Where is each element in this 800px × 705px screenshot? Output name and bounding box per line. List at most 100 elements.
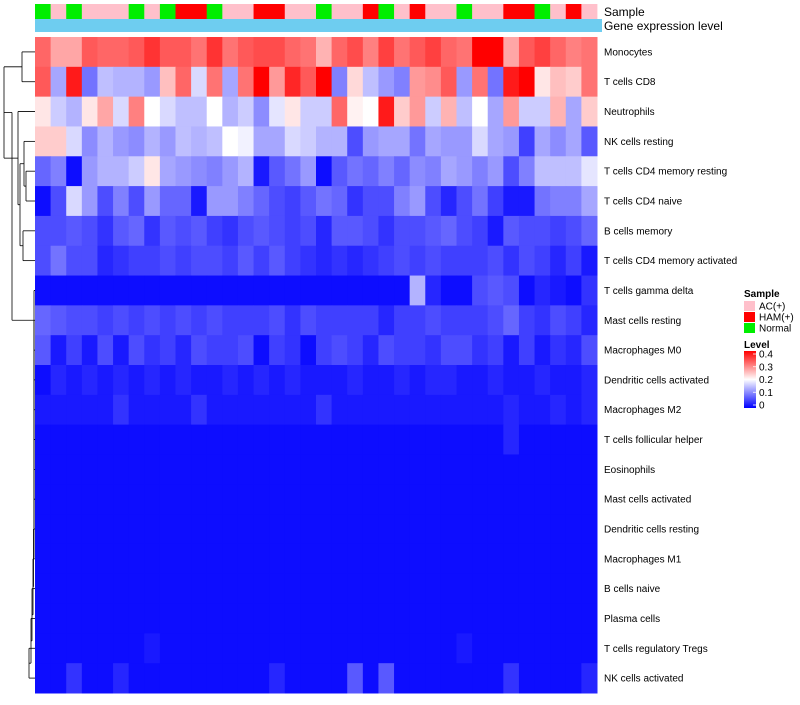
heatmap-cell [472, 394, 489, 426]
heatmap-cell [550, 186, 567, 217]
heatmap-cell [456, 66, 473, 98]
heatmap-cell [362, 365, 379, 396]
heatmap-cell [50, 603, 67, 634]
heatmap-cell [300, 186, 317, 217]
heatmap-cell [300, 543, 317, 575]
heatmap-cell [518, 424, 536, 455]
heatmap-cell [316, 603, 333, 634]
heatmap-cell [394, 394, 411, 426]
heatmap-cell [565, 603, 582, 634]
heatmap-cell [425, 275, 442, 306]
heatmap-cell [347, 275, 364, 306]
heatmap-cell [222, 454, 239, 485]
heatmap-cell [581, 96, 598, 127]
row-label: B cells memory [604, 226, 672, 237]
heatmap-cell [331, 37, 348, 68]
heatmap-cell [565, 573, 582, 605]
heatmap-cell [159, 126, 176, 157]
heatmap-cell [409, 66, 426, 98]
heatmap-cell [581, 126, 598, 157]
heatmap-cell [378, 394, 395, 426]
heatmap-cell [378, 633, 395, 664]
heatmap-cell [222, 126, 239, 157]
heatmap-cell [128, 484, 145, 515]
heatmap-cell [66, 186, 83, 217]
heatmap-cell [487, 37, 504, 68]
heatmap-cell [534, 424, 551, 455]
heatmap-cell [347, 37, 364, 68]
heatmap-cell [440, 126, 457, 157]
heatmap-cell [409, 603, 426, 634]
heatmap-cell [159, 245, 176, 277]
heatmap-cell [440, 186, 457, 217]
heatmap-cell [284, 186, 301, 217]
heatmap-cell [222, 156, 239, 187]
sample-annotation-cell [35, 4, 52, 19]
heatmap-cell [518, 454, 536, 485]
heatmap-cell [503, 305, 520, 336]
row-label: Plasma cells [604, 614, 660, 625]
heatmap-cell [409, 335, 426, 366]
heatmap-cell [300, 573, 317, 605]
heatmap-cell [50, 245, 67, 277]
heatmap-cell [487, 365, 504, 396]
heatmap-cell [66, 215, 83, 247]
heatmap-cell [440, 37, 457, 68]
heatmap-cell [144, 245, 161, 277]
heatmap-cell [331, 335, 348, 366]
heatmap-cell [581, 66, 598, 98]
heatmap-cell [175, 96, 192, 127]
heatmap-cell [253, 126, 270, 157]
heatmap-cell [440, 215, 457, 247]
heatmap-cell [97, 484, 114, 515]
heatmap-cell [237, 633, 255, 664]
heatmap-cell [503, 156, 520, 187]
heatmap-cell [440, 275, 457, 306]
heatmap-cell [518, 484, 536, 515]
heatmap-cell [97, 335, 114, 366]
heatmap-cell [66, 394, 83, 426]
heatmap-cell [35, 275, 52, 306]
heatmap-cell [394, 96, 411, 127]
row-label: Neutrophils [604, 107, 655, 118]
heatmap-cell [175, 126, 192, 157]
heatmap-cell [409, 424, 426, 455]
heatmap-cell [222, 484, 239, 515]
heatmap-cell [362, 573, 379, 605]
heatmap-cell [237, 424, 255, 455]
heatmap-cell [35, 514, 52, 545]
row-label: T cells CD4 memory resting [604, 167, 727, 178]
legend-level-tick-label: 0 [759, 401, 765, 412]
heatmap-cell [487, 454, 504, 485]
heatmap-cell [565, 37, 582, 68]
heatmap-cell [35, 96, 52, 127]
heatmap-cell [128, 186, 145, 217]
heatmap-cell [128, 37, 145, 68]
heatmap-cell [128, 514, 145, 545]
heatmap-cell [284, 543, 301, 575]
heatmap-cell [440, 424, 457, 455]
heatmap-cell [534, 96, 551, 127]
heatmap-cell [331, 126, 348, 157]
heatmap-cell [394, 573, 411, 605]
heatmap-cell [269, 454, 286, 485]
heatmap-cell [35, 66, 52, 98]
heatmap-cell [409, 663, 426, 694]
heatmap-cell [144, 126, 161, 157]
heatmap-cell [331, 215, 348, 247]
heatmap-cell [425, 603, 442, 634]
heatmap-cell [487, 275, 504, 306]
heatmap-cell [503, 186, 520, 217]
heatmap-cell [222, 275, 239, 306]
heatmap-cell [97, 126, 114, 157]
sample-annotation-cell [487, 4, 504, 19]
sample-annotation-cell [222, 4, 239, 19]
heatmap-cell [347, 365, 364, 396]
heatmap-cell [472, 245, 489, 277]
heatmap-cell [425, 484, 442, 515]
gene-expression-annotation-bar [35, 19, 602, 32]
heatmap-cell [66, 603, 83, 634]
heatmap-cell [487, 96, 504, 127]
heatmap-cell [222, 96, 239, 127]
heatmap-cell [284, 603, 301, 634]
